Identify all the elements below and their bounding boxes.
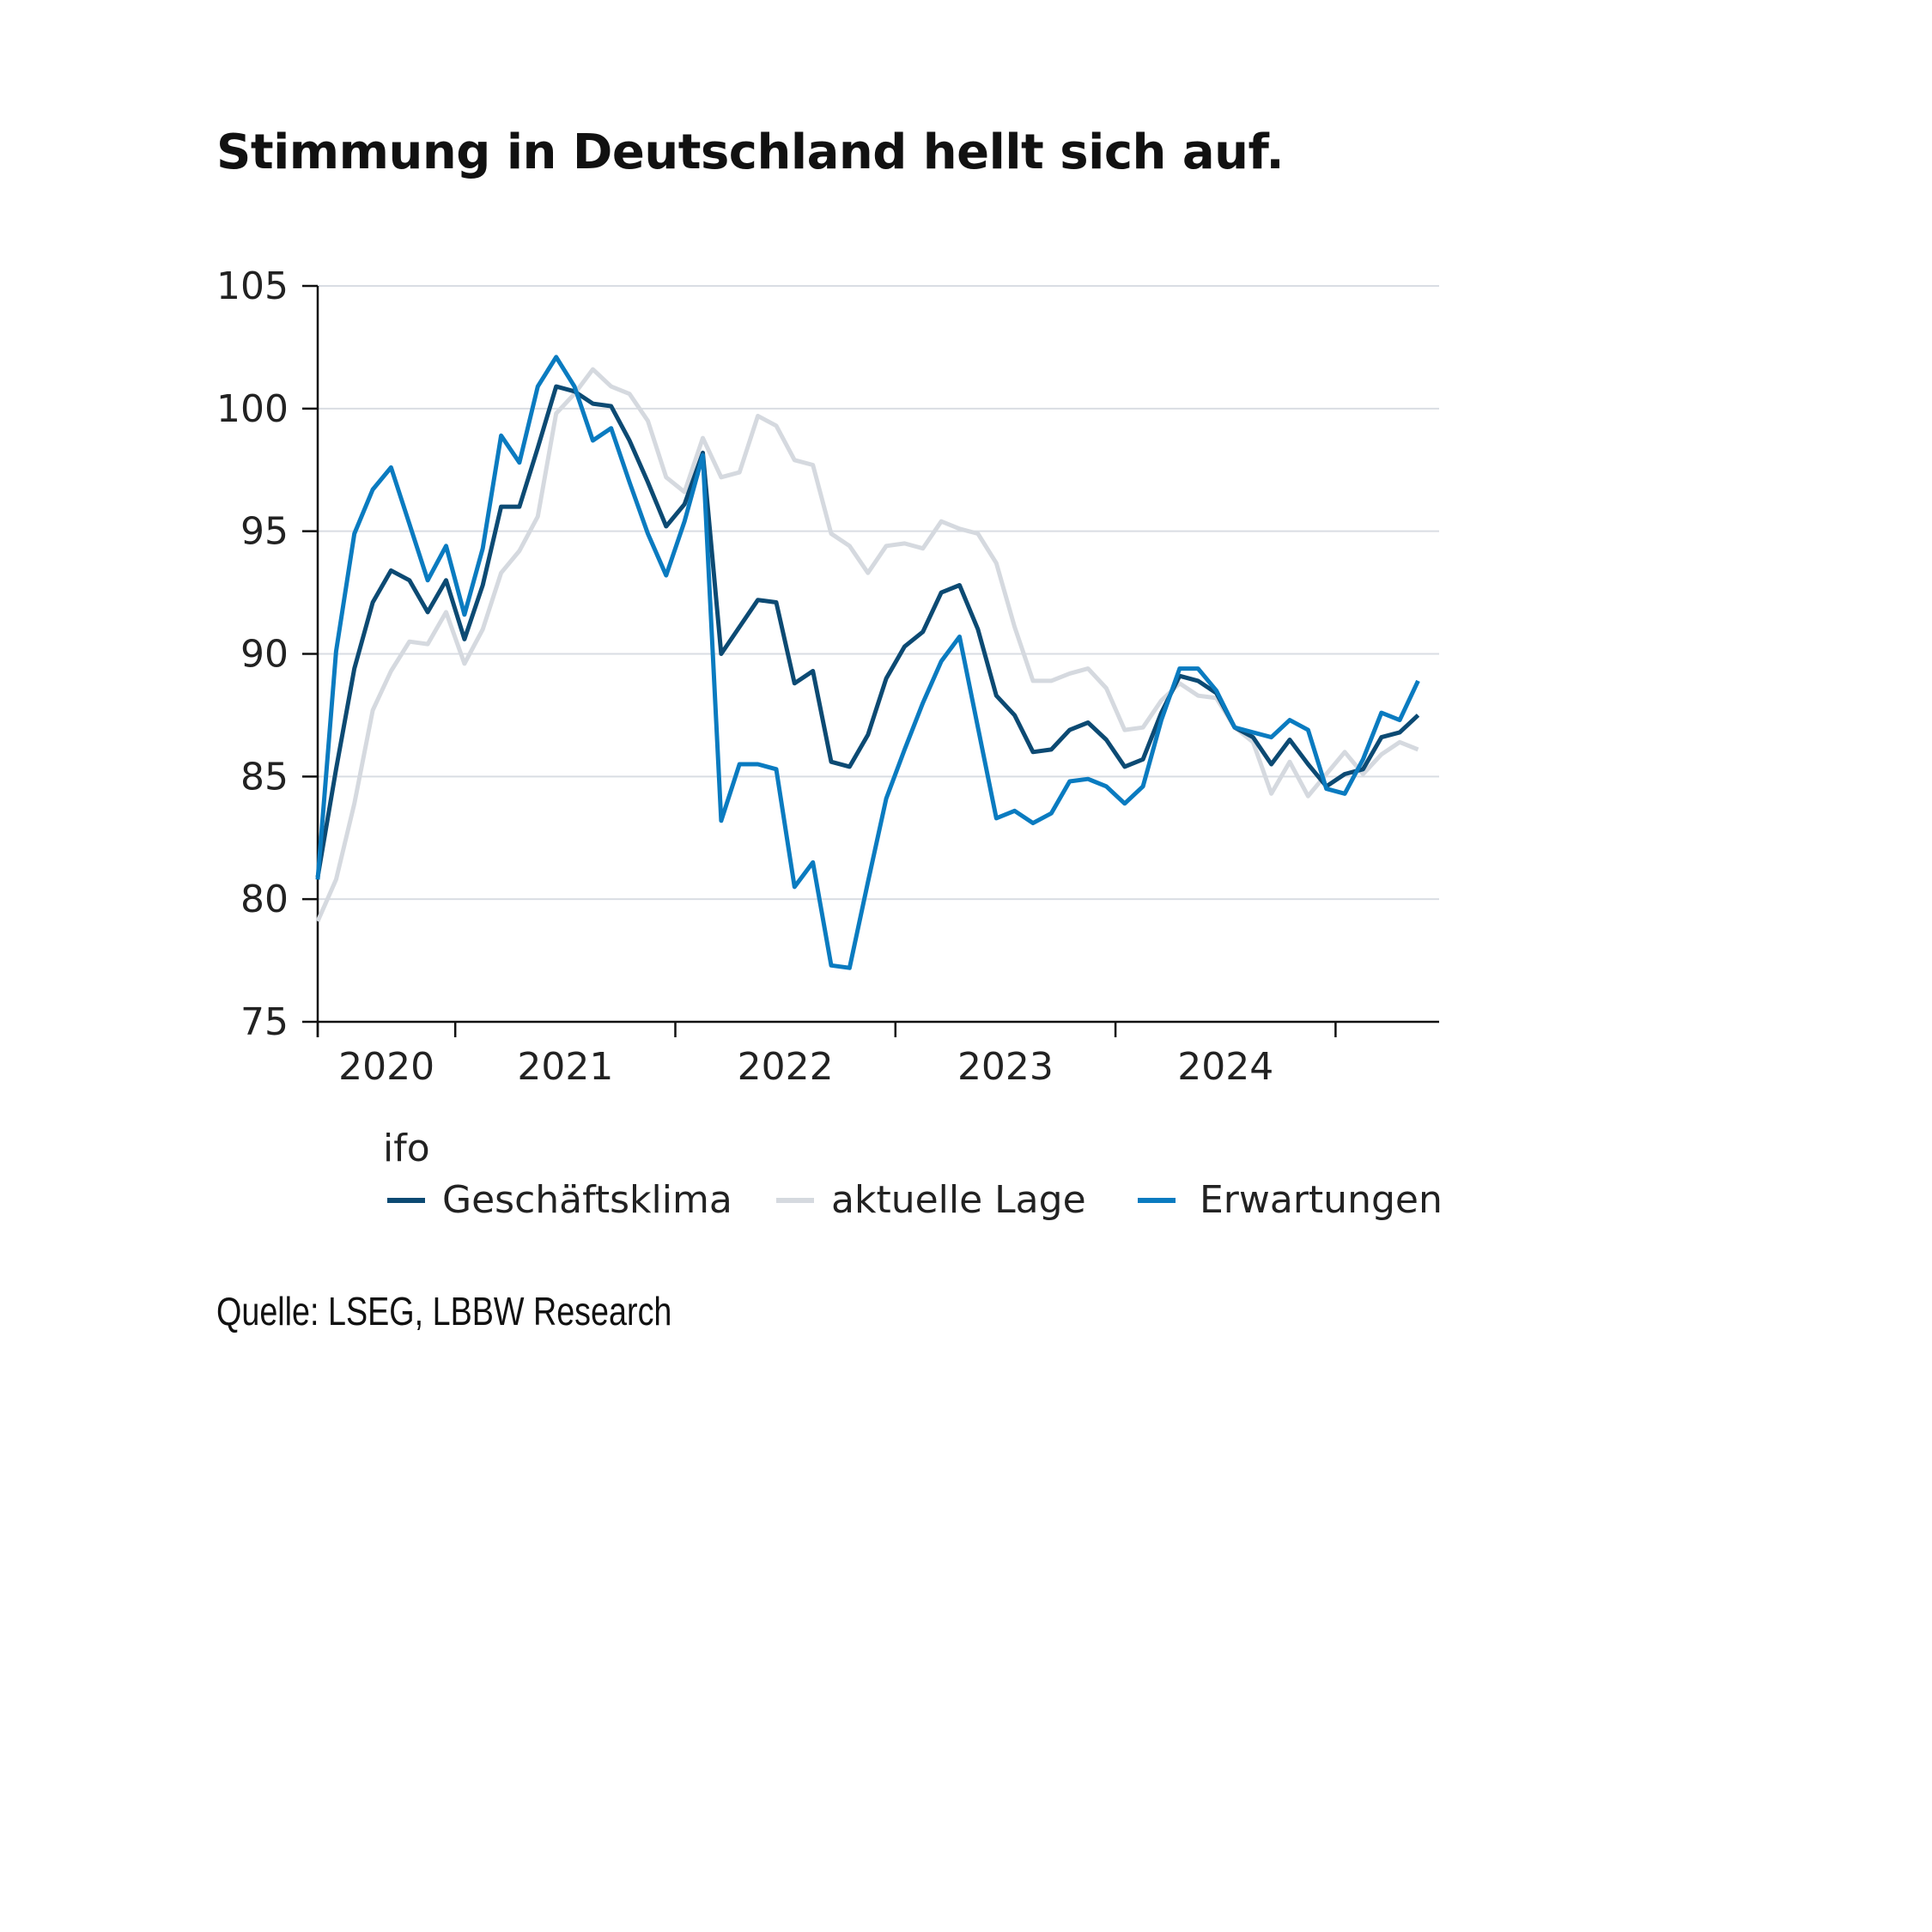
line-chart: 75 80 85 90 95 100 105 2020 2021 2022 2023 2024: [216, 264, 1439, 1089]
legend-item-geschaeftsklima: Geschäftsklima: [387, 1178, 732, 1222]
series-lines: [315, 355, 1420, 970]
y-tick-label: 90: [240, 633, 289, 677]
x-tick-label: 2024: [1177, 1045, 1273, 1089]
legend-swatch: [776, 1197, 814, 1203]
y-tick-label: 85: [240, 755, 289, 799]
legend-label: Geschäftsklima: [442, 1178, 732, 1222]
legend-item-erwartungen: Erwartungen: [1138, 1178, 1443, 1222]
chart-title: Stimmung in Deutschland hellt sich auf.: [216, 125, 1285, 180]
y-tick-label: 105: [216, 264, 289, 308]
y-axis: 75 80 85 90 95 100 105: [216, 264, 319, 1044]
y-tick-label: 100: [216, 387, 289, 431]
legend-swatch: [387, 1197, 425, 1203]
series-line-erwartungen: [315, 355, 1420, 970]
legend-swatch: [1138, 1197, 1176, 1203]
x-tick-label: 2022: [738, 1045, 834, 1089]
legend-item-aktuelle-lage: aktuelle Lage: [776, 1178, 1086, 1222]
source-note: Quelle: LSEG, LBBW Research: [216, 1289, 672, 1334]
x-tick-label: 2021: [517, 1045, 613, 1089]
x-tick-label: 2023: [957, 1045, 1054, 1089]
legend-label: aktuelle Lage: [831, 1178, 1086, 1222]
y-tick-label: 80: [240, 878, 289, 921]
legend-label: Erwartungen: [1200, 1178, 1443, 1222]
x-tick-label: 2020: [338, 1045, 434, 1089]
series-line-aktuelle-lage: [315, 367, 1419, 922]
x-axis: 2020 2021 2022 2023 2024: [316, 1020, 1439, 1089]
y-tick-label: 95: [240, 510, 289, 554]
legend-title: ifo: [383, 1127, 430, 1170]
y-tick-label: 75: [240, 1000, 289, 1044]
gridlines: [318, 285, 1439, 901]
